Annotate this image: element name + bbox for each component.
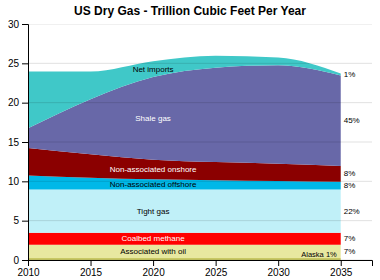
x-axis: 2010 2015 2020 2025 2030 2035: [17, 260, 372, 278]
x-tick: 2020: [142, 260, 165, 278]
x-tick-label: 2030: [268, 267, 291, 278]
y-tick-mark: [22, 103, 28, 104]
area-layer: [28, 190, 341, 233]
y-tick-mark: [22, 221, 28, 222]
grid-line: [28, 142, 372, 143]
title: US Dry Gas - Trillion Cubic Feet Per Yea…: [74, 4, 306, 18]
x-tick: 2030: [268, 260, 291, 278]
y-tick: 10: [8, 176, 28, 187]
share-label: 7%: [344, 234, 356, 243]
x-tick-label: 2025: [205, 267, 228, 278]
x-tick-mark: [341, 260, 342, 266]
layer-label: Associated with oil: [120, 247, 186, 256]
y-tick-label: 5: [13, 215, 19, 226]
x-tick-mark: [216, 260, 217, 266]
layer-label: Net imports: [133, 65, 174, 74]
area-layer: [28, 56, 341, 128]
y-tick-label: 10: [8, 176, 20, 187]
y-tick-mark: [22, 181, 28, 182]
x-tick: 2025: [205, 260, 228, 278]
y-tick-label: 15: [8, 137, 20, 148]
y-axis: 0 5 10 15 20 25 30: [8, 19, 29, 266]
grid-line: [28, 102, 372, 103]
share-label: 1%: [344, 70, 356, 79]
layer-label: Shale gas: [135, 114, 171, 123]
layer-label: Non-associated onshore: [110, 165, 197, 174]
y-tick: 25: [8, 58, 28, 69]
layer-label: Coalbed methane: [122, 234, 186, 243]
y-tick-label: 25: [8, 58, 20, 69]
x-tick-mark: [278, 260, 279, 266]
y-tick-mark: [22, 63, 28, 64]
x-tick-label: 2015: [80, 267, 103, 278]
y-tick-label: 20: [8, 97, 20, 108]
grid: [28, 24, 372, 260]
share-label: 22%: [344, 207, 360, 216]
y-tick-label: 0: [13, 255, 19, 266]
x-tick-mark: [153, 260, 154, 266]
x-tick-label: 2035: [330, 267, 353, 278]
share-label: 7%: [344, 247, 356, 256]
plot-area: [28, 24, 372, 260]
grid-line: [28, 181, 372, 182]
y-tick-mark: [22, 24, 28, 25]
x-axis-line: [29, 261, 373, 267]
grid-line: [28, 63, 372, 64]
x-tick-mark: [91, 260, 92, 266]
chart: 201020152020202520302035051015202530Asso…: [0, 0, 380, 280]
y-tick: 20: [8, 97, 28, 108]
x-tick: 2035: [330, 260, 353, 278]
share-label: 8%: [344, 181, 356, 190]
y-axis-line: [22, 25, 29, 261]
y-tick: 30: [8, 19, 28, 30]
grid-line: [28, 260, 372, 261]
y-tick-mark: [22, 260, 28, 261]
layer-label: Tight gas: [137, 207, 170, 216]
x-tick-label: 2010: [17, 267, 40, 278]
share-label: 8%: [344, 169, 356, 178]
labels: Associated with oil 7% Coalbed methane 7% Ti…: [110, 65, 360, 259]
y-tick-label: 30: [8, 19, 20, 30]
y-tick: 15: [8, 137, 28, 148]
y-tick: 0: [13, 255, 28, 266]
layer-label: Non-associated offshore: [110, 180, 197, 189]
area-layer: [28, 245, 341, 258]
share-label: 45%: [344, 116, 360, 125]
area-layer: [28, 233, 341, 245]
y-tick: 5: [13, 215, 28, 226]
y-tick-mark: [22, 142, 28, 143]
grid-line: [28, 24, 372, 25]
x-tick: 2010: [17, 260, 40, 278]
x-tick: 2015: [80, 260, 103, 278]
annotation: Alaska 1%: [301, 250, 337, 259]
x-tick-label: 2020: [142, 267, 165, 278]
grid-line: [28, 220, 372, 221]
